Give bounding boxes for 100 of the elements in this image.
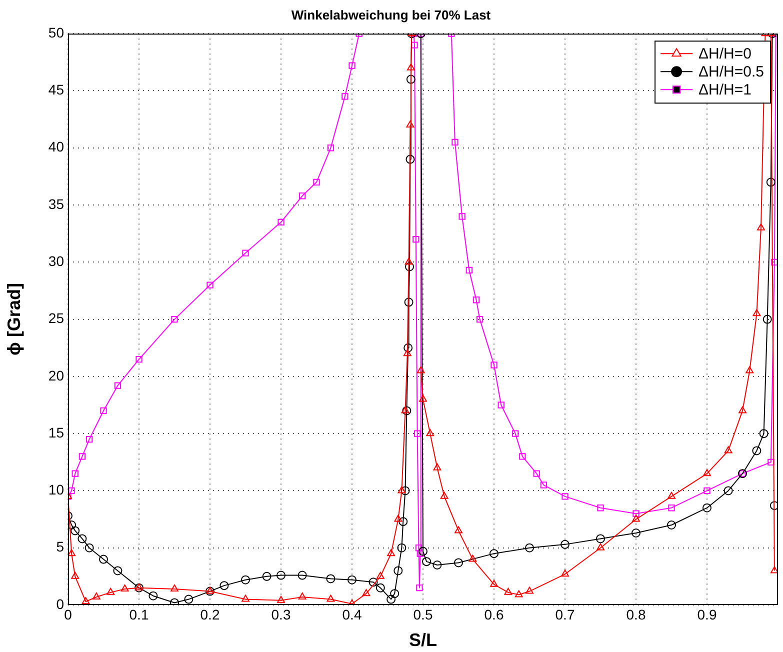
- point: [376, 583, 385, 592]
- chart-title: Winkelabweichung bei 70% Last: [291, 7, 492, 22]
- point: [422, 557, 432, 566]
- y-tick-label: 10: [48, 482, 64, 498]
- x-tick-label: 0.4: [342, 606, 362, 622]
- point: [148, 591, 158, 600]
- point: [376, 572, 384, 579]
- point: [100, 407, 107, 414]
- point: [419, 394, 427, 402]
- point: [768, 458, 774, 466]
- x-tick-label: 0.7: [555, 606, 575, 622]
- x-tick-label: 0.1: [129, 606, 149, 622]
- point: [667, 520, 676, 530]
- point: [404, 258, 413, 265]
- point: [406, 74, 416, 84]
- point: [71, 572, 80, 579]
- point: [136, 356, 142, 363]
- x-tick-label: 0.9: [697, 606, 717, 622]
- point: [348, 62, 356, 69]
- point: [170, 598, 179, 605]
- y-tick-label: 15: [48, 424, 64, 440]
- point: [405, 262, 414, 272]
- y-axis-title: ϕ [Grad]: [4, 283, 24, 356]
- point: [82, 597, 90, 604]
- point: [418, 546, 428, 556]
- point: [762, 314, 772, 324]
- point: [220, 581, 229, 590]
- point: [86, 436, 93, 443]
- point: [560, 540, 570, 549]
- point: [68, 520, 76, 530]
- point: [242, 250, 249, 256]
- y-tick-label: 45: [48, 82, 64, 98]
- x-tick-label: 0.8: [626, 606, 646, 622]
- point: [326, 594, 335, 602]
- point: [746, 366, 754, 374]
- point: [490, 549, 498, 558]
- point: [398, 486, 406, 494]
- point: [468, 554, 477, 562]
- point: [113, 566, 122, 576]
- point: [276, 570, 286, 580]
- point: [504, 588, 512, 595]
- point: [476, 316, 484, 323]
- point: [70, 526, 80, 536]
- point: [206, 282, 214, 288]
- x-tick-label: 0.5: [413, 606, 433, 622]
- point: [668, 492, 676, 499]
- point: [561, 570, 569, 577]
- point: [738, 406, 746, 414]
- point: [752, 446, 762, 456]
- point: [404, 298, 414, 307]
- point: [342, 93, 348, 100]
- point: [313, 178, 320, 186]
- point: [458, 213, 466, 220]
- x-tick-label: 0.2: [200, 606, 220, 622]
- point: [526, 586, 534, 594]
- point: [525, 543, 534, 552]
- point: [466, 266, 472, 274]
- y-tick-label: 40: [48, 138, 64, 155]
- point: [406, 120, 414, 128]
- point: [562, 493, 568, 500]
- x-axis-title: S/L: [408, 630, 438, 650]
- point: [704, 487, 710, 494]
- y-tick-label: 0: [56, 596, 64, 612]
- point: [406, 154, 415, 164]
- point: [766, 178, 776, 187]
- point: [327, 144, 334, 152]
- point: [759, 429, 768, 438]
- y-tick-label: 50: [48, 24, 64, 40]
- point: [440, 492, 448, 499]
- point: [262, 572, 272, 581]
- point: [403, 349, 412, 356]
- point: [512, 430, 519, 437]
- point: [114, 382, 122, 389]
- point: [426, 429, 434, 436]
- point: [703, 469, 711, 476]
- point: [397, 543, 406, 552]
- point: [390, 589, 400, 598]
- point: [632, 528, 640, 538]
- point: [490, 580, 498, 587]
- point: [386, 594, 396, 604]
- point: [414, 430, 421, 437]
- point: [170, 584, 178, 592]
- point: [400, 486, 410, 496]
- point: [752, 309, 761, 316]
- point: [770, 501, 778, 510]
- point: [702, 503, 712, 512]
- point: [533, 470, 540, 477]
- point: [519, 453, 526, 460]
- point: [298, 592, 306, 600]
- point: [68, 549, 76, 556]
- point: [724, 446, 732, 454]
- point: [514, 590, 523, 598]
- point: [498, 402, 504, 408]
- point: [99, 554, 108, 564]
- point: [540, 482, 548, 488]
- point: [387, 549, 396, 556]
- point: [490, 362, 498, 368]
- point: [298, 570, 307, 580]
- point: [415, 544, 422, 552]
- point: [106, 588, 115, 595]
